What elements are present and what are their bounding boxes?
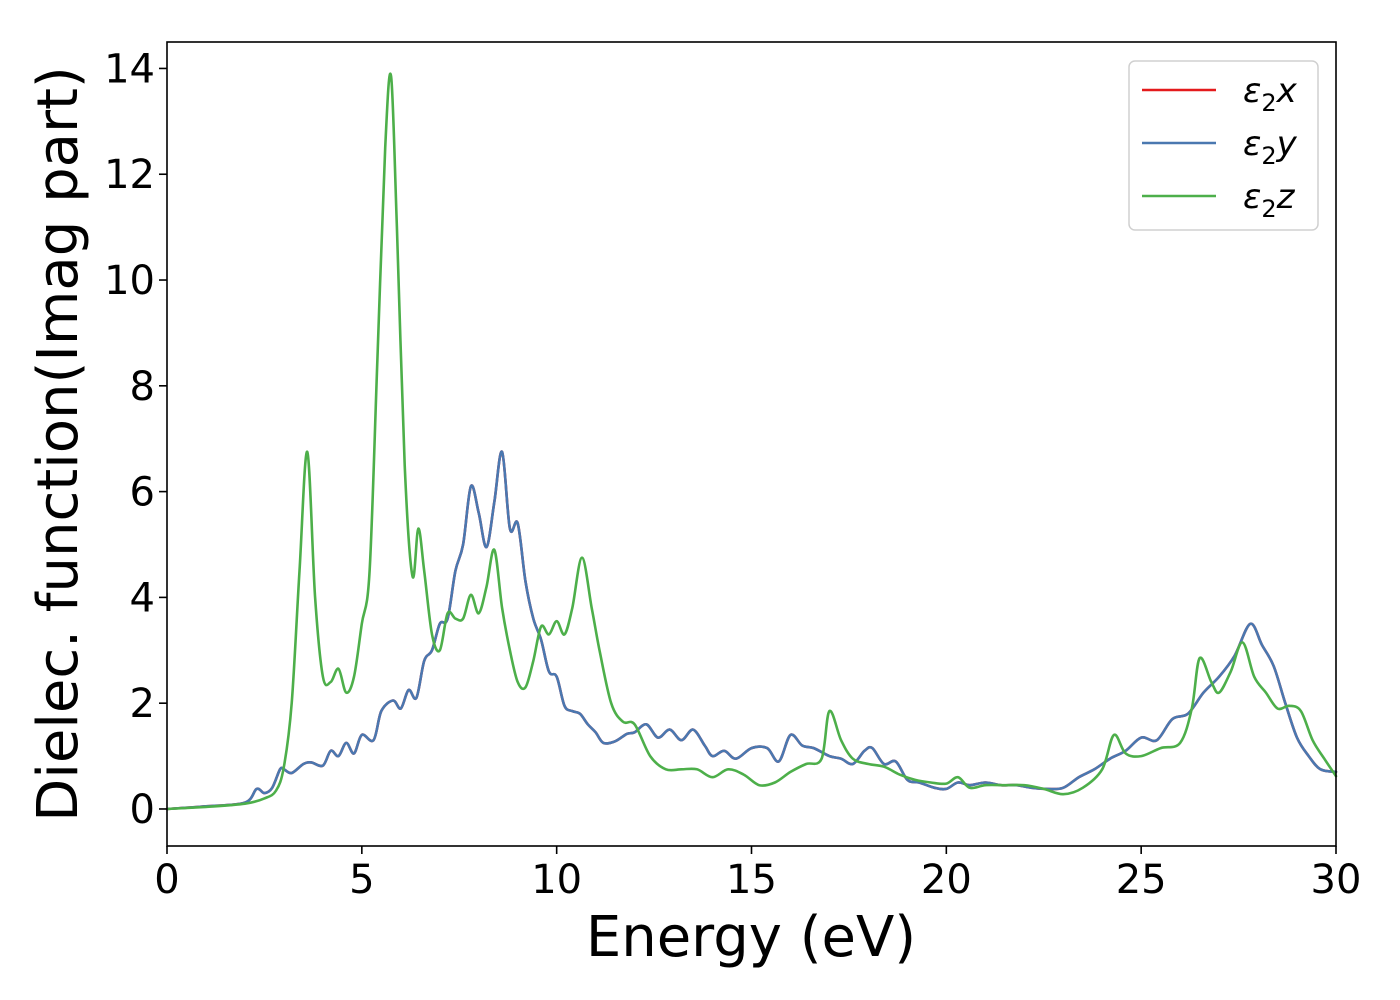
x-tick-label: 0 xyxy=(154,857,179,903)
x-tick-label: 5 xyxy=(349,857,374,903)
x-tick-label: 25 xyxy=(1116,857,1167,903)
legend-label-x: ε2x xyxy=(1243,71,1298,117)
legend: ε2x ε2y ε2z xyxy=(1128,60,1319,231)
y-tick-label: 8 xyxy=(130,364,155,410)
x-tick-label: 30 xyxy=(1311,857,1362,903)
y-tick-label: 10 xyxy=(104,258,155,304)
y-tick-label: 12 xyxy=(104,152,155,198)
y-tick-label: 4 xyxy=(130,575,155,621)
series-line-y xyxy=(165,450,1338,811)
y-axis-title: Dielec. function(Imag part) xyxy=(26,66,91,822)
legend-box xyxy=(1128,60,1319,231)
series-layer xyxy=(165,72,1338,811)
x-axis-title: Energy (eV) xyxy=(586,905,916,970)
series-line-z xyxy=(165,72,1338,811)
legend-label-z: ε2z xyxy=(1243,177,1296,223)
y-tick-label: 14 xyxy=(104,46,155,92)
y-tick-label: 2 xyxy=(130,681,155,727)
y-axis: 0 2 4 6 8 10 12 14 xyxy=(104,46,167,833)
y-tick-label: 0 xyxy=(130,787,155,833)
x-tick-label: 15 xyxy=(726,857,777,903)
x-axis: 0 5 10 15 20 25 30 xyxy=(154,846,1361,903)
x-tick-label: 10 xyxy=(531,857,582,903)
x-tick-label: 20 xyxy=(921,857,972,903)
y-tick-label: 6 xyxy=(130,470,155,516)
legend-label-y: ε2y xyxy=(1243,124,1298,170)
